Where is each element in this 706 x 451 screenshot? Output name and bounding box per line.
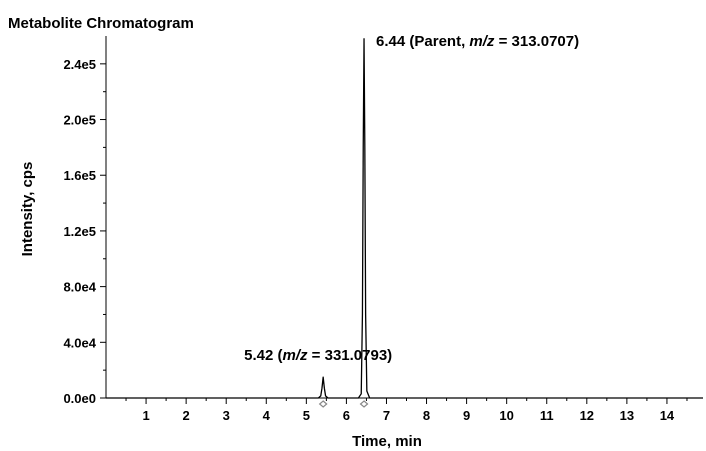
y-tick-label: 0.0e0	[63, 391, 96, 406]
x-tick-label: 10	[499, 408, 513, 423]
x-tick-label: 3	[223, 408, 230, 423]
ticks: 1 2 3 4 5 6 7 8 9 10 11 12 13 140.0e04.0e48.0e41.2e51…	[63, 57, 688, 423]
x-axis-label: Time, min	[352, 433, 422, 450]
x-tick-label: 7	[383, 408, 390, 423]
peak-marker	[318, 400, 328, 408]
peak-label: 5.42 (m/z = 331.0793)	[244, 347, 392, 364]
y-axis-label: Intensity, cps	[19, 162, 36, 257]
x-tick-label: 13	[620, 408, 634, 423]
x-tick-label: 4	[263, 408, 271, 423]
x-tick-label: 8	[423, 408, 430, 423]
y-tick-label: 8.0e4	[63, 280, 96, 295]
y-tick-label: 1.6e5	[63, 168, 96, 183]
chart-title: Metabolite Chromatogram	[8, 15, 194, 32]
y-tick-label: 1.2e5	[63, 224, 96, 239]
x-tick-label: 14	[660, 408, 675, 423]
axes	[105, 36, 703, 399]
peak-annotations: 5.42 (m/z = 331.0793) 6.44 (Parent, m/z =…	[244, 33, 579, 364]
peak-label: 6.44 (Parent, m/z = 313.0707)	[376, 33, 579, 50]
y-tick-label: 2.4e5	[63, 57, 96, 72]
plot-area	[106, 38, 703, 408]
x-tick-label: 11	[540, 408, 554, 423]
x-tick-label: 6	[343, 408, 350, 423]
y-tick-label: 4.0e4	[63, 335, 96, 350]
x-tick-label: 2	[183, 408, 190, 423]
x-tick-label: 1	[142, 408, 149, 423]
chromatogram-trace	[106, 38, 703, 399]
x-tick-label: 5	[303, 408, 310, 423]
x-tick-label: 12	[580, 408, 594, 423]
peak-marker	[359, 400, 369, 408]
x-tick-label: 9	[463, 408, 470, 423]
y-tick-label: 2.0e5	[63, 113, 96, 128]
